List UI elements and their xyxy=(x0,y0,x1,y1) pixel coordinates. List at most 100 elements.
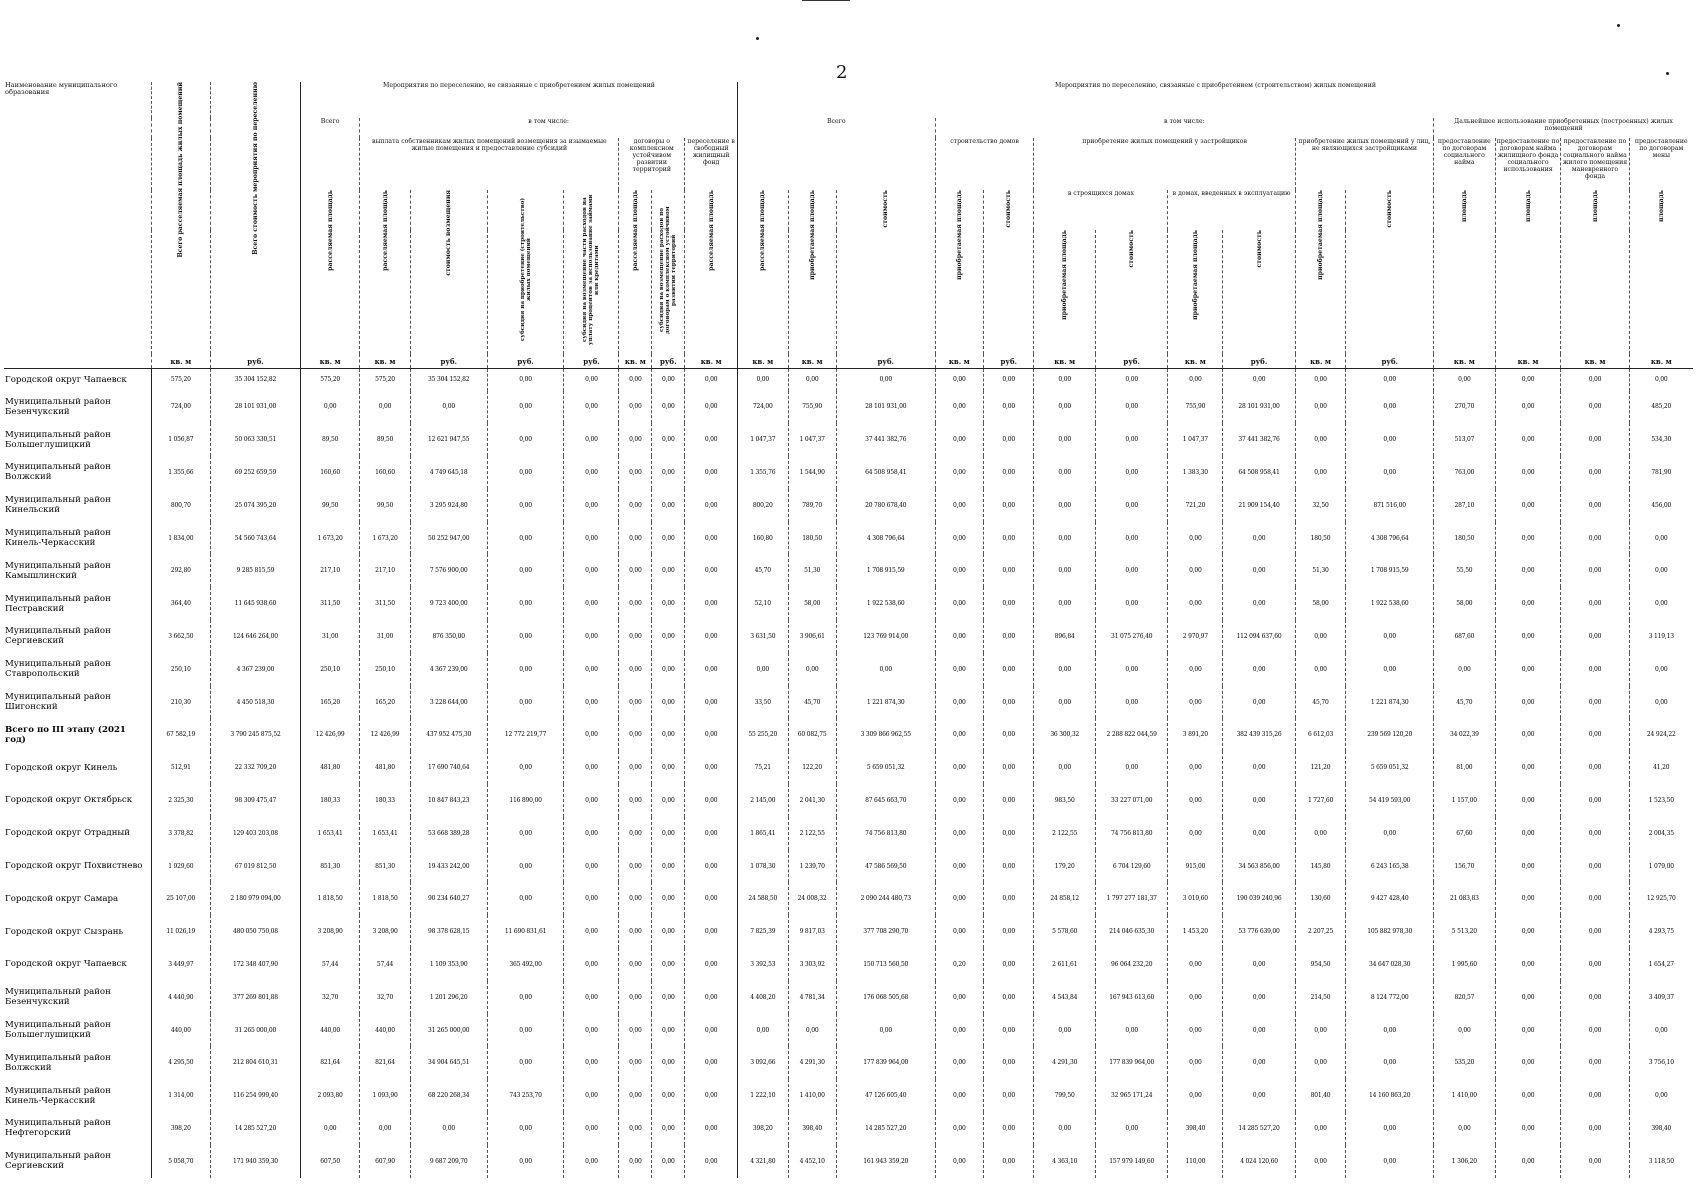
table-cell: 1 047,37 xyxy=(1167,423,1223,457)
table-cell: 0,00 xyxy=(1033,368,1096,391)
table-cell: 0,00 xyxy=(618,980,652,1014)
table-cell: 31 075 276,40 xyxy=(1094,620,1168,653)
table-cell: 0,00 xyxy=(486,882,564,916)
table-cell: 31 265 000,00 xyxy=(409,1013,488,1047)
table-cell: 0,00 xyxy=(1033,1112,1096,1145)
table-cell: 2 207,25 xyxy=(1294,915,1346,949)
table-cell: 0,00 xyxy=(1494,1046,1561,1080)
table-cell: 4 781,34 xyxy=(787,980,837,1014)
table-cell: 12 772 219,77 xyxy=(486,718,564,752)
table-cell: 121,20 xyxy=(1294,751,1346,785)
table-cell: 4 291,30 xyxy=(787,1046,837,1080)
table-cell: 763,00 xyxy=(1433,456,1496,489)
sub-buy-dev-done-header: в домах, введенных в эксплуатацию xyxy=(1167,190,1296,230)
table-cell: 2 090 244 480,73 xyxy=(835,882,936,916)
further-maneuver-header: предоставление по договорам социального … xyxy=(1560,138,1630,190)
table-cell: 0,00 xyxy=(684,1079,738,1113)
table-cell: 0,00 xyxy=(1494,751,1561,785)
table-cell: 89,50 xyxy=(299,423,360,457)
table-row: Городской округ Кинель 512,91 22 332 709,2… xyxy=(4,751,1693,785)
table-row: Муниципальный район Сергиевский 3 662,50 1… xyxy=(4,620,1693,653)
table-cell: 440,00 xyxy=(359,1013,411,1047)
table-row: Муниципальный район Кинель-Черкасский 1 3… xyxy=(4,1079,1693,1113)
table-cell: 10 847 843,23 xyxy=(409,784,488,817)
table-cell: 41,20 xyxy=(1628,751,1693,785)
table-cell: 0,00 xyxy=(651,915,685,949)
table-cell: 2 288 822 044,59 xyxy=(1094,718,1168,752)
table-cell: 47 586 569,50 xyxy=(835,849,936,883)
table-cell: 0,00 xyxy=(1294,1144,1346,1178)
page-number: 2 xyxy=(836,62,848,83)
table-cell: 311,50 xyxy=(359,587,411,621)
table-cell: 32 965 171,24 xyxy=(1094,1079,1168,1113)
unit-rub: руб. xyxy=(651,354,685,369)
table-cell: 0,00 xyxy=(684,368,738,391)
scan-speck xyxy=(1666,72,1669,75)
table-cell: 1 222,10 xyxy=(737,1079,788,1113)
unit-rub: руб. xyxy=(982,354,1034,369)
table-cell: 1 818,50 xyxy=(299,882,360,916)
table-cell: 0,00 xyxy=(651,587,685,621)
table-cell: 4 363,10 xyxy=(1033,1144,1096,1178)
table-cell: 21 909 154,40 xyxy=(1222,488,1296,522)
table-cell: 51,30 xyxy=(787,554,837,588)
table-cell: 1 306,20 xyxy=(1433,1144,1496,1178)
table-cell: 0,00 xyxy=(1345,652,1434,686)
table-cell: 5 659 051,32 xyxy=(1345,751,1434,785)
table-cell: 0,00 xyxy=(1560,1046,1630,1080)
table-cell: 53 776 639,00 xyxy=(1222,915,1296,949)
table-cell: 0,00 xyxy=(1560,948,1630,981)
table-cell: 0,00 xyxy=(1345,620,1434,653)
table-cell: 0,00 xyxy=(486,1144,564,1178)
table-cell: 954,50 xyxy=(1294,948,1346,981)
table-cell: 1 922 538,60 xyxy=(835,587,936,621)
table-cell: 31 265 000,00 xyxy=(209,1013,301,1047)
table-cell: 0,00 xyxy=(982,751,1034,785)
table-cell: 33 227 071,00 xyxy=(1094,784,1168,817)
v-cost: стоимость xyxy=(835,190,936,354)
table-cell: 0,00 xyxy=(737,1013,788,1047)
municipality-name: Всего по III этапу (2021 год) xyxy=(5,724,126,745)
table-cell: 0,00 xyxy=(1167,980,1223,1014)
table-cell: 398,40 xyxy=(1628,1112,1693,1145)
table-cell: 1 201 296,20 xyxy=(409,980,488,1014)
table-cell: 398,20 xyxy=(150,1112,211,1145)
table-cell: 8 124 772,00 xyxy=(1345,980,1434,1014)
municipality-name: Городской округ Чапаевск xyxy=(5,959,127,970)
table-cell: 0,00 xyxy=(651,1112,685,1145)
table-cell: 2 611,61 xyxy=(1033,948,1096,981)
table-cell: 64 508 958,41 xyxy=(1222,456,1296,489)
table-cell: 1 834,00 xyxy=(150,521,211,555)
table-cell: 0,00 xyxy=(651,784,685,817)
table-cell: 0,00 xyxy=(1222,554,1296,588)
v-resettled-area: расселяемая площадь xyxy=(299,190,360,354)
unit-sqm: кв. м xyxy=(618,354,652,369)
table-cell: 123 769 914,00 xyxy=(835,620,936,653)
table-cell: 0,00 xyxy=(684,980,738,1014)
table-cell: 0,00 xyxy=(934,980,984,1014)
table-cell: 0,00 xyxy=(1345,1144,1434,1178)
table-cell: 0,00 xyxy=(1294,1112,1346,1145)
table-cell: 34 904 645,51 xyxy=(409,1046,488,1080)
municipality-name: Городской округ Октябрьск xyxy=(5,795,133,806)
table-cell: 0,00 xyxy=(1560,784,1630,817)
table-cell: 3 790 245 875,52 xyxy=(209,718,301,752)
table-cell: 14 285 527,20 xyxy=(1222,1112,1296,1145)
not-related-total-header: Всего xyxy=(299,118,360,190)
table-cell: 105 882 978,30 xyxy=(1345,915,1434,949)
table-cell: 0,00 xyxy=(934,620,984,653)
units-row: кв. м руб. кв. м кв. м руб. руб. руб. кв… xyxy=(4,354,1693,369)
table-cell: 9 285 815,59 xyxy=(209,554,301,588)
table-row: Городской округ Похвистнево 1 929,60 67 01… xyxy=(4,849,1693,883)
table-cell: 0,00 xyxy=(618,620,652,653)
table-cell: 50 252 947,00 xyxy=(409,521,488,555)
table-cell: 0,00 xyxy=(1222,1046,1296,1080)
table-cell: 0,00 xyxy=(934,685,984,719)
table-cell: 57,44 xyxy=(299,948,360,981)
group-not-related-header: Мероприятия по переселению, не связанные… xyxy=(299,82,738,118)
table-cell: 0,00 xyxy=(1628,1079,1693,1113)
table-cell: 0,00 xyxy=(1033,423,1096,457)
table-cell: 210,30 xyxy=(150,685,211,719)
table-cell: 0,20 xyxy=(934,948,984,981)
table-cell: 0,00 xyxy=(1345,1112,1434,1145)
